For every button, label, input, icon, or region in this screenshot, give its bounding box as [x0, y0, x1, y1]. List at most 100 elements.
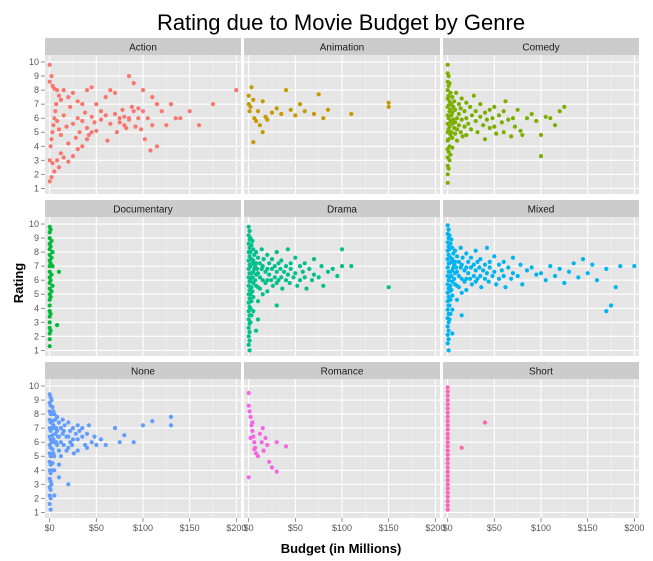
y-tick-label: 6: [34, 275, 39, 285]
data-point: [246, 334, 251, 339]
data-point: [632, 264, 637, 269]
data-point: [452, 99, 457, 104]
data-point: [475, 259, 480, 264]
data-point: [246, 342, 251, 347]
data-point: [259, 440, 264, 445]
data-point: [56, 165, 62, 170]
data-point: [446, 137, 451, 142]
data-point: [50, 161, 55, 166]
data-point: [246, 390, 251, 396]
data-point: [56, 462, 62, 467]
data-point: [265, 442, 270, 448]
data-point: [446, 227, 451, 232]
data-point: [501, 109, 506, 114]
data-point: [482, 137, 488, 142]
data-point: [304, 286, 309, 291]
data-point: [50, 405, 55, 410]
data-point: [75, 437, 80, 442]
data-point: [251, 309, 256, 314]
data-point: [445, 503, 450, 508]
data-point: [48, 311, 53, 316]
data-point: [139, 127, 144, 132]
points-comedy: [445, 62, 567, 185]
data-point: [293, 271, 298, 276]
data-point: [70, 90, 76, 95]
data-point: [187, 109, 192, 114]
data-point: [446, 328, 451, 333]
data-point: [454, 269, 460, 274]
data-point: [47, 501, 52, 507]
strip-none: [45, 362, 241, 379]
y-tick-label: 4: [34, 141, 39, 151]
data-point: [458, 245, 463, 250]
data-point: [98, 109, 104, 114]
data-point: [466, 121, 471, 126]
data-point: [257, 275, 262, 280]
data-point: [94, 442, 99, 448]
data-point: [267, 261, 272, 266]
data-point: [58, 454, 64, 459]
strip-short: [443, 362, 639, 379]
data-point: [255, 255, 261, 260]
data-point: [48, 278, 53, 283]
data-point: [445, 406, 450, 411]
data-point: [98, 437, 104, 442]
data-point: [446, 74, 451, 79]
points-action: [47, 62, 239, 184]
data-point: [98, 117, 104, 122]
data-point: [248, 250, 253, 255]
data-point: [265, 266, 270, 271]
data-point: [48, 244, 53, 249]
data-point: [321, 116, 326, 121]
data-point: [445, 62, 450, 67]
data-point: [269, 110, 275, 115]
data-point: [58, 440, 64, 445]
data-point: [446, 337, 451, 342]
data-point: [460, 134, 465, 139]
data-point: [454, 265, 459, 270]
data-point: [150, 95, 155, 100]
y-tick-label: 1: [34, 183, 39, 193]
data-point: [47, 344, 52, 349]
data-point: [468, 104, 473, 109]
data-point: [478, 273, 483, 279]
data-point: [55, 323, 60, 328]
data-point: [250, 275, 255, 280]
data-point: [140, 88, 146, 93]
data-point: [269, 257, 275, 262]
data-point: [66, 420, 71, 425]
data-point: [80, 102, 85, 107]
data-point: [142, 137, 147, 142]
data-point: [456, 273, 461, 279]
data-point: [448, 241, 453, 246]
data-point: [61, 113, 66, 118]
data-point: [49, 238, 54, 243]
data-point: [287, 280, 292, 286]
data-point: [56, 269, 62, 274]
data-point: [482, 262, 488, 267]
data-point: [52, 169, 57, 174]
data-point: [311, 272, 317, 277]
data-point: [475, 130, 480, 135]
data-point: [257, 286, 262, 291]
data-point: [487, 265, 492, 270]
data-point: [94, 102, 99, 107]
data-point: [297, 264, 303, 269]
data-point: [66, 159, 71, 164]
y-tick-label: 2: [34, 493, 39, 503]
points-none: [47, 392, 174, 512]
x-tick-label: $0: [45, 523, 55, 533]
data-point: [473, 268, 478, 273]
data-point: [250, 428, 255, 433]
data-point: [484, 245, 489, 250]
data-point: [297, 102, 303, 107]
data-point: [445, 423, 450, 428]
data-point: [450, 135, 455, 140]
data-point: [562, 280, 567, 286]
data-point: [272, 264, 277, 269]
x-tick-label: $200: [425, 523, 445, 533]
y-tick-label: 9: [34, 71, 39, 81]
data-point: [285, 272, 290, 277]
data-point: [445, 448, 450, 453]
data-point: [459, 313, 464, 318]
